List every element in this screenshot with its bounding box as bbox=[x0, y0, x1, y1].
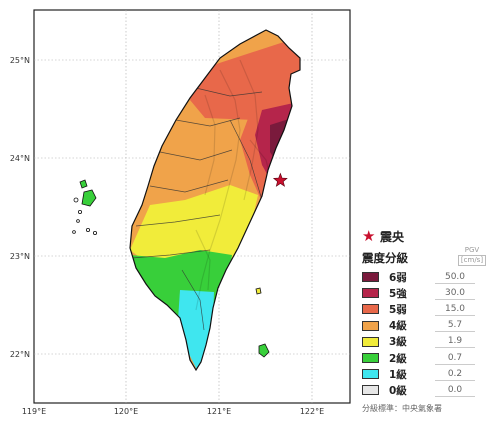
legend: ★ 震央 震度分級 PGV [cm/s] 6弱 50.0 5強 30.0 5弱 15.0 4… bbox=[362, 229, 492, 414]
lon-tick-119: 119°E bbox=[22, 407, 46, 416]
legend-swatch bbox=[362, 320, 379, 331]
legend-item-pgv: 30.0 bbox=[435, 287, 475, 300]
lon-tick-120: 120°E bbox=[114, 407, 138, 416]
legend-item-pgv: 5.7 bbox=[435, 319, 475, 333]
lat-tick-25: 25°N bbox=[10, 56, 30, 65]
legend-item-pgv: 15.0 bbox=[435, 303, 475, 316]
legend-swatch bbox=[362, 304, 379, 315]
green-island bbox=[255, 287, 262, 295]
lon-tick-121: 121°E bbox=[207, 407, 231, 416]
legend-item: 4級 5.7 bbox=[362, 318, 492, 334]
legend-item-label: 3級 bbox=[389, 336, 407, 349]
legend-swatch bbox=[362, 288, 379, 299]
legend-item-label: 2級 bbox=[389, 352, 407, 365]
legend-item-pgv: 50.0 bbox=[435, 271, 475, 284]
legend-swatch bbox=[362, 272, 379, 283]
epicenter-legend: ★ 震央 bbox=[362, 227, 492, 245]
epicenter-star-icon bbox=[272, 172, 288, 187]
penghu-islands bbox=[72, 179, 98, 235]
legend-item: 3級 1.9 bbox=[362, 334, 492, 350]
star-icon: ★ bbox=[362, 227, 376, 245]
legend-item-label: 5弱 bbox=[389, 303, 407, 316]
pgv-header: PGV [cm/s] bbox=[452, 246, 492, 266]
lat-tick-24: 24°N bbox=[10, 154, 30, 163]
lon-tick-122: 122°E bbox=[300, 407, 324, 416]
lat-tick-23: 23°N bbox=[10, 252, 30, 261]
legend-levels: 6弱 50.0 5強 30.0 5弱 15.0 4級 5.7 3級 1.9 2級 0.7 1級 0.2 0級… bbox=[362, 269, 492, 399]
lat-tick-22: 22°N bbox=[10, 350, 30, 359]
legend-item-label: 4級 bbox=[389, 320, 407, 333]
legend-swatch bbox=[362, 369, 379, 380]
legend-item-label: 0級 bbox=[389, 384, 407, 397]
legend-item: 0級 0.0 bbox=[362, 382, 492, 398]
epicenter-label: 震央 bbox=[380, 229, 405, 244]
legend-item-label: 1級 bbox=[389, 368, 407, 381]
legend-item: 1級 0.2 bbox=[362, 366, 492, 382]
legend-header: 震度分級 PGV [cm/s] bbox=[362, 246, 492, 266]
legend-title: 震度分級 bbox=[362, 251, 408, 265]
legend-swatch bbox=[362, 353, 379, 364]
legend-item: 5強 30.0 bbox=[362, 285, 492, 301]
legend-item-label: 6弱 bbox=[389, 271, 407, 284]
legend-swatch bbox=[362, 385, 379, 396]
legend-item-label: 5強 bbox=[389, 287, 407, 300]
pgv-unit: [cm/s] bbox=[457, 255, 487, 266]
legend-item: 2級 0.7 bbox=[362, 350, 492, 366]
legend-item-pgv: 0.0 bbox=[435, 384, 475, 397]
legend-item: 5弱 15.0 bbox=[362, 301, 492, 317]
legend-item-pgv: 1.9 bbox=[435, 335, 475, 349]
legend-item-pgv: 0.2 bbox=[435, 368, 475, 381]
orchid-island bbox=[258, 343, 270, 358]
legend-swatch bbox=[362, 336, 379, 347]
legend-item-pgv: 0.7 bbox=[435, 352, 475, 365]
legend-item: 6弱 50.0 bbox=[362, 269, 492, 285]
legend-footnote: 分級標準：中央氣象署 bbox=[362, 403, 442, 413]
pgv-label: PGV bbox=[464, 246, 480, 254]
